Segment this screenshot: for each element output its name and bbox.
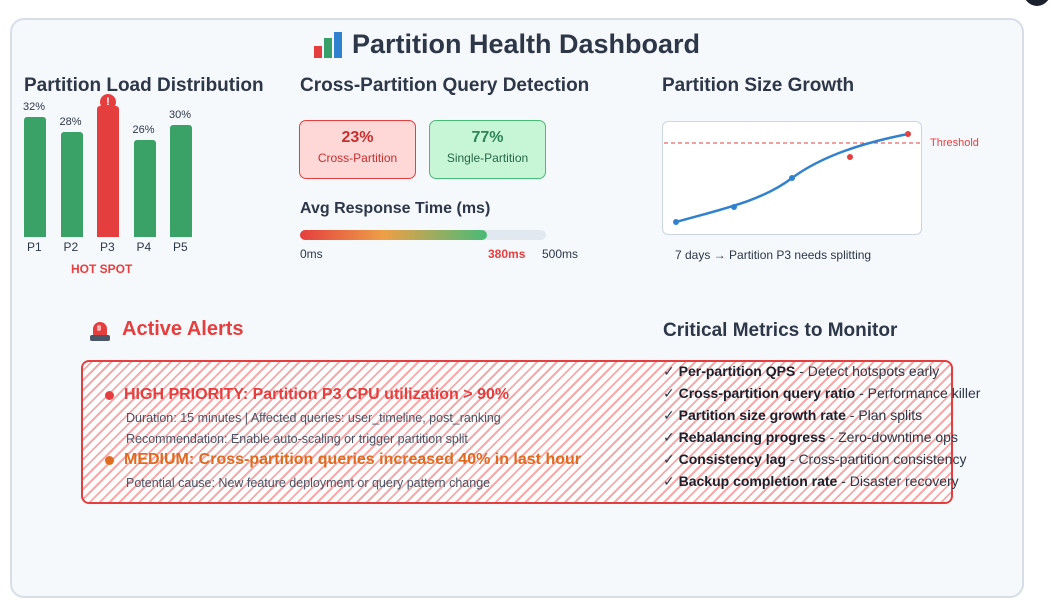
cropped-logo-fragment xyxy=(1022,0,1052,6)
load-section-title: Partition Load Distribution xyxy=(24,75,264,96)
threshold-label: Threshold xyxy=(930,137,979,149)
single-partition-label: Single-Partition xyxy=(446,151,529,165)
bar-category-label: P2 xyxy=(63,240,79,254)
bar-value-label: 28% xyxy=(59,116,82,128)
metric-name: Cross-partition query ratio xyxy=(678,385,856,401)
response-time-fill xyxy=(300,230,487,240)
metric-name: Per-partition QPS xyxy=(678,363,796,379)
metric-name: Consistency lag xyxy=(678,451,786,467)
metric-item: ✓ Cross-partition query ratio - Performa… xyxy=(663,382,1055,404)
check-icon: ✓ xyxy=(663,429,675,445)
alert-medium-text: MEDIUM: Cross-partition queries increase… xyxy=(124,451,581,468)
bar-chart-icon xyxy=(314,31,342,58)
response-value-label: 380ms xyxy=(488,247,526,261)
alert-medium-detail: Potential cause: New feature deployment … xyxy=(126,476,491,490)
check-icon: ✓ xyxy=(663,473,675,489)
alerts-title: Active Alerts xyxy=(90,318,244,341)
bar-p3 xyxy=(97,105,119,237)
metric-item: ✓ Partition size growth rate - Plan spli… xyxy=(663,404,1055,426)
single-partition-pct: 77% xyxy=(471,129,504,146)
cross-partition-card: 23% Cross-Partition xyxy=(299,120,416,179)
alert-medium-dot-icon xyxy=(105,455,114,465)
query-section-title: Cross-Partition Query Detection xyxy=(300,75,590,96)
metric-desc: - Detect hotspots early xyxy=(795,363,940,379)
metric-desc: - Plan splits xyxy=(845,407,923,423)
hot-spot-label: HOT SPOT xyxy=(71,262,133,276)
bar-p2 xyxy=(60,132,83,237)
page-title: Partition Health Dashboard xyxy=(314,29,700,60)
alert-high-detail: Duration: 15 minutes | Affected queries:… xyxy=(126,411,501,425)
check-icon: ✓ xyxy=(663,407,675,423)
check-icon: ✓ xyxy=(663,385,675,401)
metrics-title: Critical Metrics to Monitor xyxy=(663,320,898,341)
alert-high-headline[interactable]: HIGH PRIORITY: Partition P3 CPU utilizat… xyxy=(105,386,509,404)
response-min-label: 0ms xyxy=(300,247,323,261)
siren-icon xyxy=(90,319,110,341)
growth-point-alert xyxy=(905,131,911,137)
dashboard-panel xyxy=(10,18,1024,598)
alerts-box xyxy=(81,360,953,504)
growth-point xyxy=(731,204,737,210)
growth-caption: 7 days → Partition P3 needs splitting xyxy=(675,248,872,262)
check-icon: ✓ xyxy=(663,451,675,467)
metrics-list: ✓ Per-partition QPS - Detect hotspots ea… xyxy=(663,360,1055,492)
metric-name: Partition size growth rate xyxy=(678,407,846,423)
growth-chart xyxy=(664,131,920,225)
growth-point-alert xyxy=(847,154,853,160)
bar-category-label: P4 xyxy=(136,240,152,254)
hot-spot-warning-icon: ! xyxy=(100,93,116,110)
bar-category-label: P3 xyxy=(100,240,115,254)
cross-partition-pct: 23% xyxy=(341,129,374,146)
bar-category-label: P5 xyxy=(173,240,188,254)
metric-name: Rebalancing progress xyxy=(678,429,826,445)
growth-point xyxy=(673,219,679,225)
metric-desc: - Zero-downtime ops xyxy=(825,429,958,445)
growth-point xyxy=(789,175,795,181)
metric-desc: - Cross-partition consistency xyxy=(786,451,967,467)
metric-name: Backup completion rate xyxy=(678,473,838,489)
alert-high-text: HIGH PRIORITY: Partition P3 CPU utilizat… xyxy=(124,386,510,403)
metric-desc: - Performance killer xyxy=(855,385,981,401)
metric-desc: - Disaster recovery xyxy=(837,473,959,489)
bar-value-label: 26% xyxy=(132,123,155,136)
alert-high-detail: Recommendation: Enable auto-scaling or t… xyxy=(126,432,468,446)
bar-value-label: 30% xyxy=(169,108,192,121)
check-icon: ✓ xyxy=(663,363,675,379)
bar-p4 xyxy=(133,139,156,237)
metric-item: ✓ Per-partition QPS - Detect hotspots ea… xyxy=(663,360,1055,382)
alerts-title-text: Active Alerts xyxy=(122,318,244,340)
response-max-label: 500ms xyxy=(542,247,579,261)
bar-p5 xyxy=(170,124,192,237)
metric-item: ✓ Backup completion rate - Disaster reco… xyxy=(663,470,1055,492)
page-title-text: Partition Health Dashboard xyxy=(352,29,701,59)
cross-partition-label: Cross-Partition xyxy=(317,151,398,165)
metric-item: ✓ Consistency lag - Cross-partition cons… xyxy=(663,448,1055,470)
bar-category-label: P1 xyxy=(27,240,42,254)
single-partition-card: 77% Single-Partition xyxy=(429,120,546,179)
growth-section-title: Partition Size Growth xyxy=(662,75,855,96)
response-time-track xyxy=(300,230,546,240)
bar-p1 xyxy=(24,117,46,237)
alert-medium-headline[interactable]: MEDIUM: Cross-partition queries increase… xyxy=(105,451,581,469)
metric-item: ✓ Rebalancing progress - Zero-downtime o… xyxy=(663,426,1055,448)
bar-value-label: 32% xyxy=(23,101,46,113)
response-time-title: Avg Response Time (ms) xyxy=(300,200,491,217)
alert-high-dot-icon xyxy=(105,390,114,400)
